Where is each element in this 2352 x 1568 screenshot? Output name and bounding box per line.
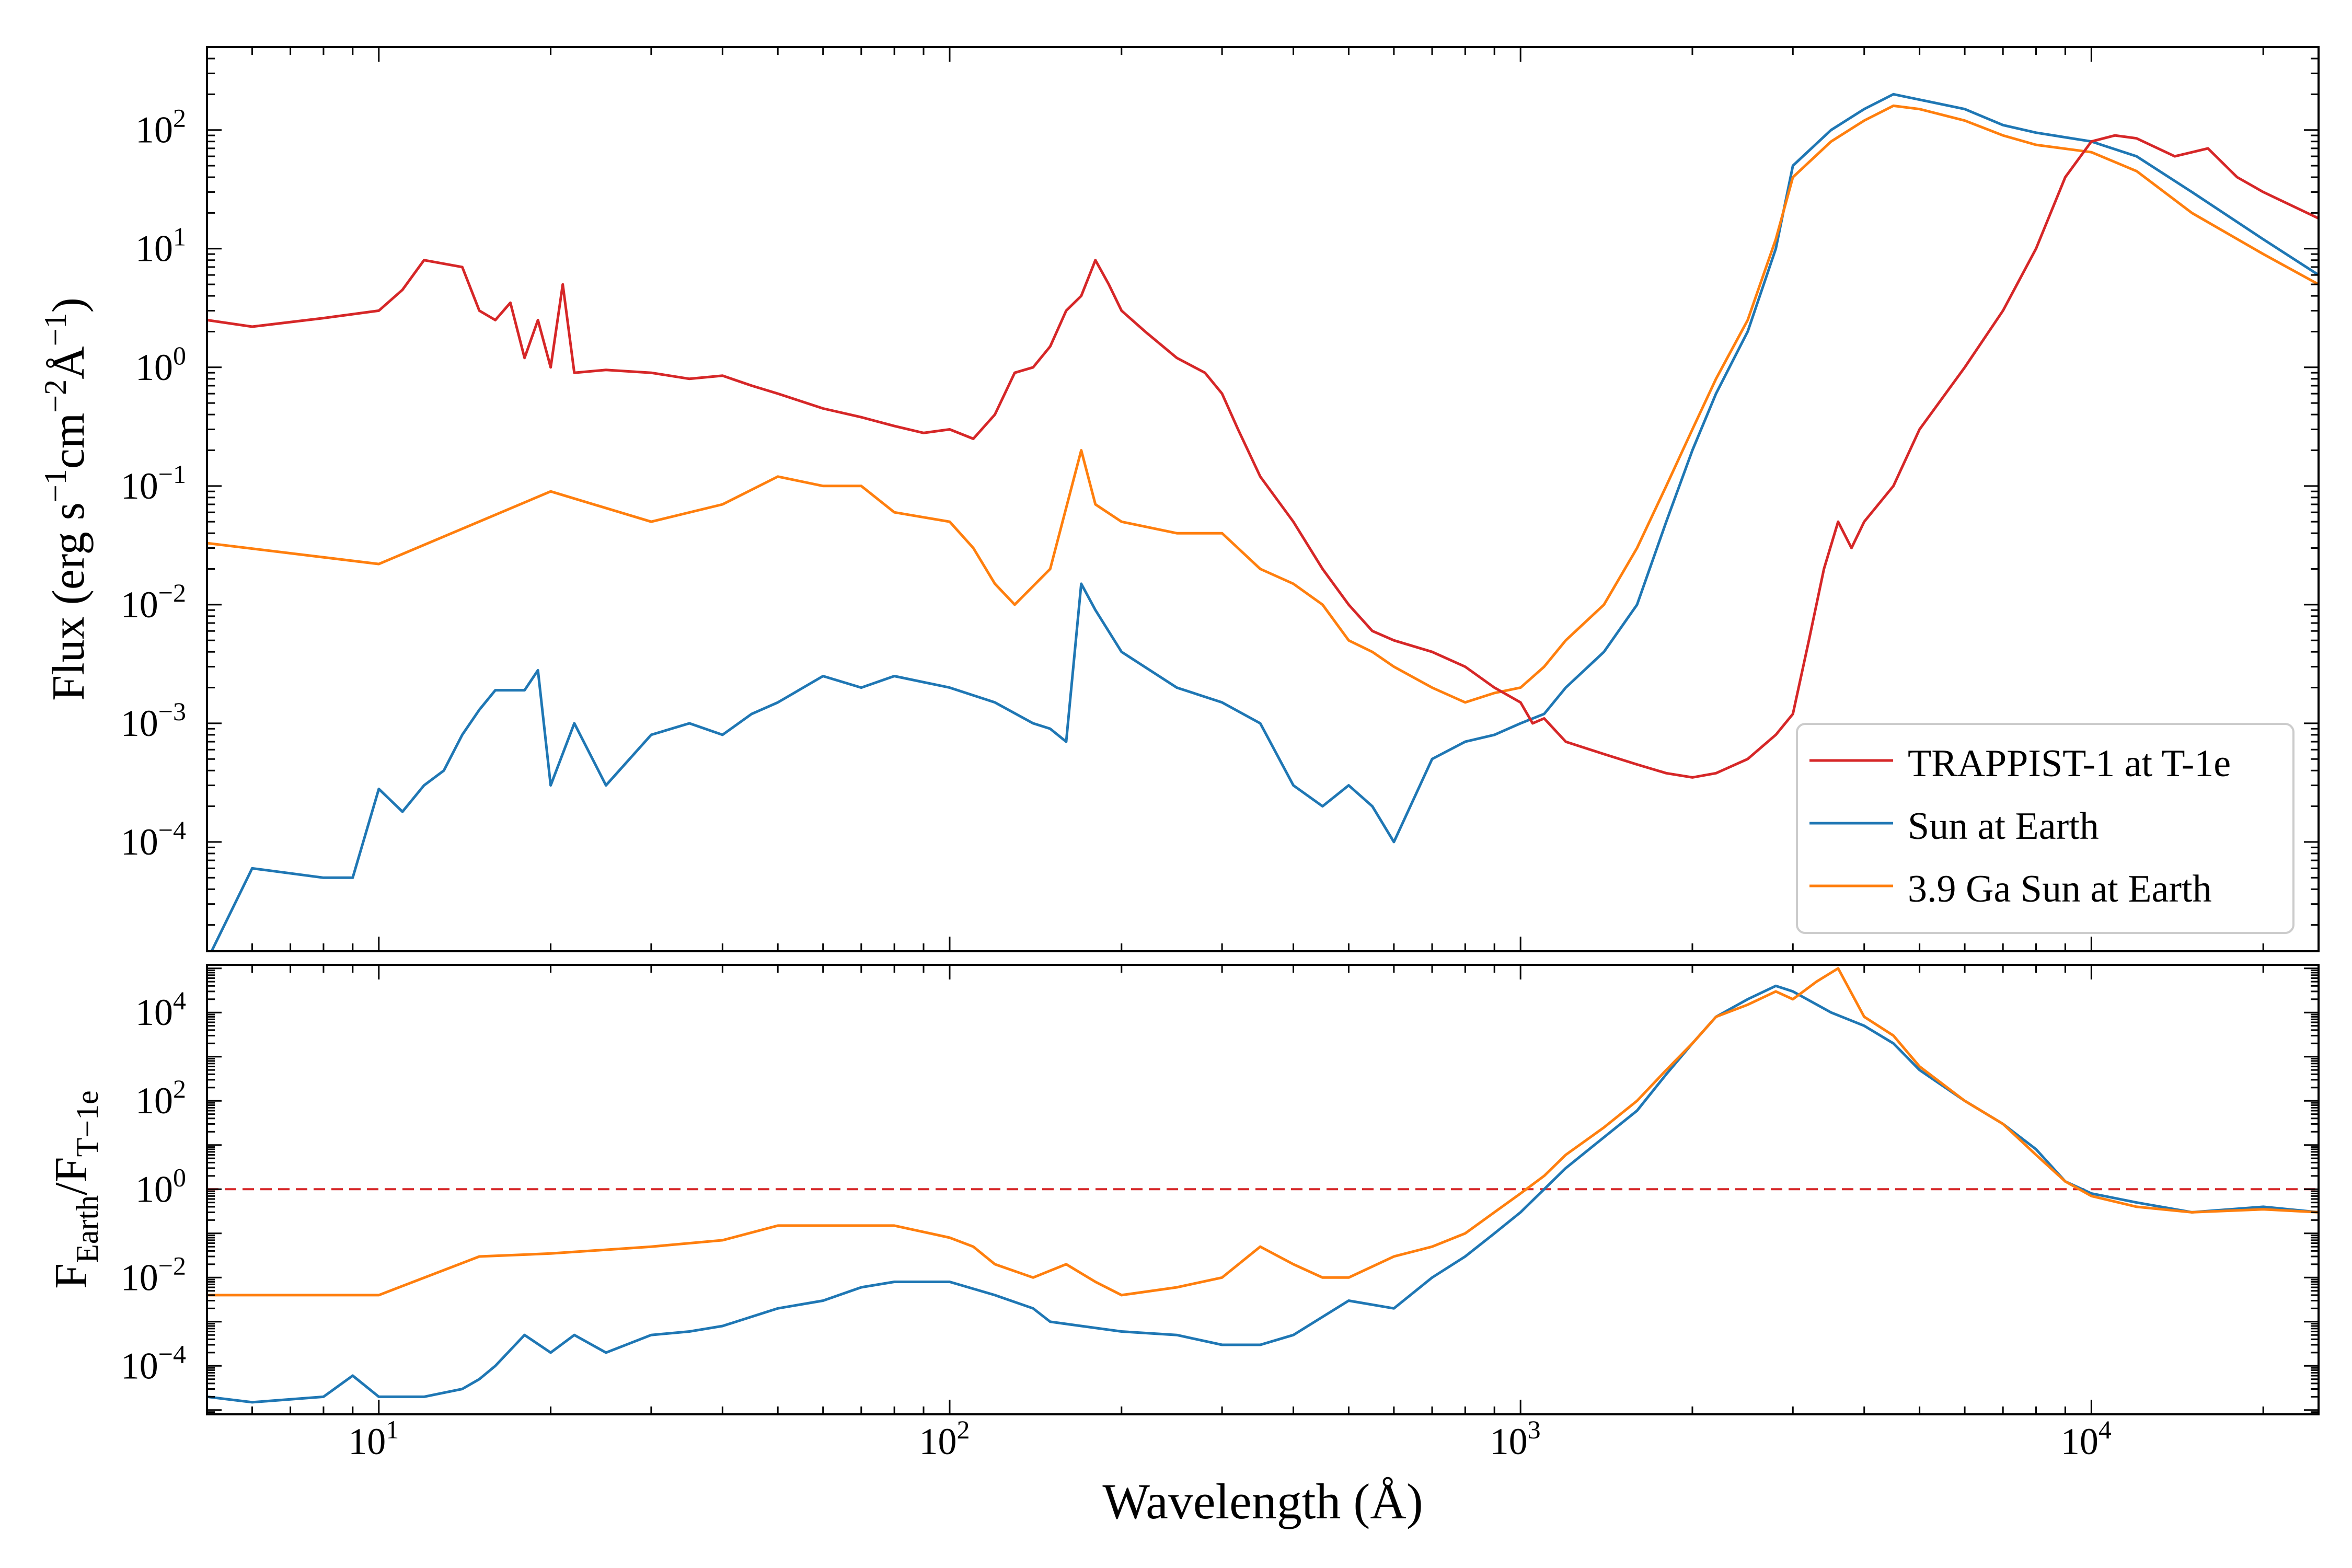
bottom-plot-area bbox=[207, 967, 2319, 1404]
bottom-y-tick-label-exp: −2 bbox=[158, 1251, 186, 1280]
x-tick-label-exp: 3 bbox=[1528, 1415, 1541, 1444]
bottom-y-tick-label-exp: −4 bbox=[158, 1339, 186, 1368]
bottom-y-tick-label: 10−4 bbox=[121, 1339, 186, 1387]
x-tick-label-exp: 2 bbox=[956, 1415, 970, 1444]
top-y-tick-label: 10−2 bbox=[121, 578, 186, 626]
x-tick-label-base: 10 bbox=[2061, 1421, 2099, 1462]
top-ylabel-part-3: Å bbox=[43, 346, 94, 379]
x-tick-label-exp: 1 bbox=[386, 1415, 399, 1444]
top-series-sun-at-earth bbox=[210, 93, 2319, 951]
top-ylabel-sup-1: −1 bbox=[38, 469, 73, 502]
bottom-y-tick-label-base: 10 bbox=[121, 1345, 158, 1387]
bottom-y-tick-label-base: 10 bbox=[135, 1080, 173, 1122]
top-y-tick-label-base: 10 bbox=[135, 109, 173, 151]
bottom-y-tick-label-base: 10 bbox=[135, 991, 173, 1033]
top-y-tick-label-exp: 0 bbox=[173, 341, 186, 370]
top-axis-ticks bbox=[206, 46, 2319, 951]
top-ylabel-part-4: ) bbox=[43, 297, 94, 313]
legend-box bbox=[1796, 723, 2295, 934]
top-y-tick-label-base: 10 bbox=[121, 702, 158, 744]
bottom-y-axis-label: FEarth/FT−1e bbox=[46, 1090, 105, 1288]
top-y-tick-label: 101 bbox=[135, 222, 186, 270]
bottom-y-tick-label: 102 bbox=[135, 1074, 186, 1122]
x-tick-label-base: 10 bbox=[348, 1421, 386, 1462]
top-panel-frame bbox=[206, 46, 2320, 952]
x-tick-label-base: 10 bbox=[1490, 1421, 1528, 1462]
bottom-y-tick-label-base: 10 bbox=[121, 1256, 158, 1298]
bottom-axis-ticks bbox=[206, 965, 2319, 1415]
bottom-ylabel-sub-1: Earth bbox=[70, 1195, 105, 1263]
top-y-tick-label: 10−4 bbox=[121, 815, 186, 863]
top-y-tick-label: 102 bbox=[135, 103, 186, 151]
top-series-3-9-ga-sun-at-earth bbox=[207, 104, 2319, 704]
top-y-tick-label-exp: −2 bbox=[158, 578, 186, 607]
bottom-series-3-9-ga-sun-at-earth bbox=[207, 967, 2319, 1297]
top-y-tick-label-base: 10 bbox=[135, 228, 173, 270]
bottom-y-tick-label-base: 10 bbox=[135, 1168, 173, 1210]
top-ylabel-part-1: Flux (erg s bbox=[43, 502, 94, 701]
x-tick-label: 101 bbox=[348, 1415, 399, 1462]
x-tick-labels: 101 102 103 104 bbox=[348, 1415, 2112, 1462]
top-y-tick-label-base: 10 bbox=[121, 821, 158, 863]
top-y-tick-label-exp: −1 bbox=[158, 459, 186, 489]
legend: TRAPPIST-1 at T-1e Sun at Earth 3.9 Ga S… bbox=[1796, 723, 2295, 934]
top-y-tick-label-exp: 1 bbox=[173, 222, 186, 251]
x-axis-label: Wavelength (Å) bbox=[1102, 1473, 1423, 1529]
x-tick-label: 104 bbox=[2061, 1415, 2112, 1462]
bottom-y-tick-label: 104 bbox=[135, 986, 186, 1033]
top-y-tick-label-base: 10 bbox=[135, 347, 173, 388]
x-tick-label: 103 bbox=[1490, 1415, 1541, 1462]
top-y-tick-label: 10−1 bbox=[121, 459, 186, 507]
top-y-tick-label-exp: 2 bbox=[173, 103, 186, 133]
top-ylabel-sup-2: −2 bbox=[38, 379, 73, 413]
top-plot-area bbox=[207, 93, 2319, 951]
bottom-y-tick-label-exp: 2 bbox=[173, 1074, 186, 1103]
top-y-tick-label-base: 10 bbox=[121, 465, 158, 507]
bottom-y-tick-label: 10−2 bbox=[121, 1251, 186, 1298]
top-series-trappist-1-at-t-1e bbox=[207, 134, 2319, 779]
x-tick-label-base: 10 bbox=[919, 1421, 956, 1462]
legend-label-trappist: TRAPPIST-1 at T-1e bbox=[1908, 742, 2231, 785]
legend-label-young-sun: 3.9 Ga Sun at Earth bbox=[1908, 868, 2212, 910]
bottom-y-tick-label-exp: 4 bbox=[173, 986, 186, 1015]
x-tick-label: 102 bbox=[919, 1415, 970, 1462]
top-y-axis-label: Flux (erg s−1cm−2Å−1) bbox=[38, 297, 94, 701]
top-y-tick-label-exp: −4 bbox=[158, 815, 186, 845]
top-y-tick-label: 10−3 bbox=[121, 697, 186, 744]
top-y-tick-label-base: 10 bbox=[121, 584, 158, 626]
bottom-y-tick-label: 100 bbox=[135, 1162, 186, 1210]
bottom-ylabel-part-1: F bbox=[46, 1263, 97, 1289]
top-ylabel-part-2: cm bbox=[43, 413, 94, 469]
bottom-ylabel-sub-2: T−1e bbox=[70, 1090, 105, 1157]
bottom-y-tick-label-exp: 0 bbox=[173, 1162, 186, 1192]
legend-label-sun: Sun at Earth bbox=[1908, 805, 2099, 848]
top-ylabel-sup-3: −1 bbox=[38, 313, 73, 346]
bottom-series-sun-at-earth bbox=[207, 984, 2319, 1404]
x-tick-label-exp: 4 bbox=[2099, 1415, 2112, 1444]
top-y-tick-label-exp: −3 bbox=[158, 697, 186, 726]
bottom-ylabel-part-2: /F bbox=[46, 1157, 97, 1195]
top-y-tick-label: 100 bbox=[135, 341, 186, 388]
